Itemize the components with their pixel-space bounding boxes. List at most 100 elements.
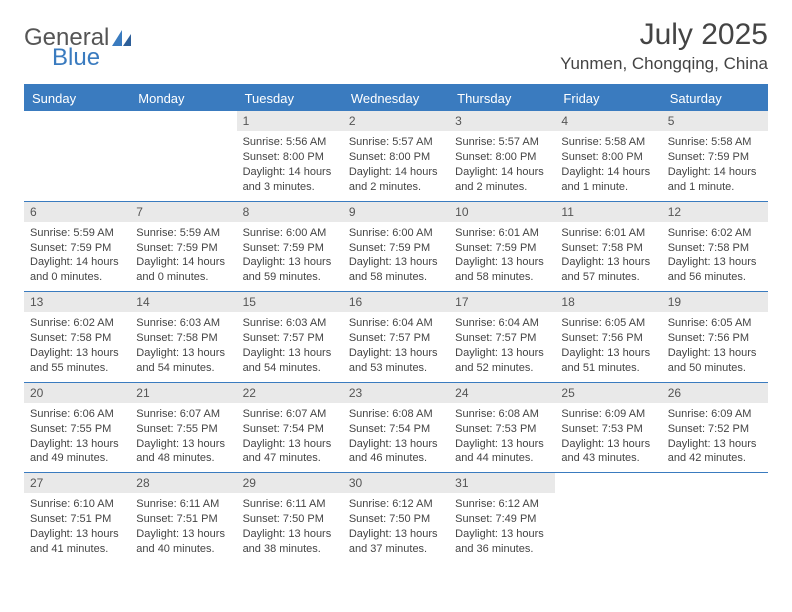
day-cell: 14Sunrise: 6:03 AMSunset: 7:58 PMDayligh… (130, 291, 236, 382)
sunrise-line: Sunrise: 6:04 AM (349, 316, 443, 331)
sunset-line: Sunset: 7:59 PM (243, 241, 337, 256)
day-number: 2 (343, 111, 449, 131)
title-block: July 2025 Yunmen, Chongqing, China (560, 18, 768, 74)
day-details: Sunrise: 6:11 AMSunset: 7:51 PMDaylight:… (130, 493, 236, 562)
sunset-line: Sunset: 7:55 PM (136, 422, 230, 437)
daylight-line: Daylight: 13 hours and 55 minutes. (30, 346, 124, 376)
sunrise-line: Sunrise: 6:02 AM (668, 226, 762, 241)
day-cell (662, 472, 768, 563)
day-cell: 22Sunrise: 6:07 AMSunset: 7:54 PMDayligh… (237, 382, 343, 473)
sunset-line: Sunset: 7:50 PM (349, 512, 443, 527)
sunset-line: Sunset: 7:58 PM (668, 241, 762, 256)
daylight-line: Daylight: 13 hours and 56 minutes. (668, 255, 762, 285)
day-details: Sunrise: 6:08 AMSunset: 7:54 PMDaylight:… (343, 403, 449, 472)
sunset-line: Sunset: 7:59 PM (349, 241, 443, 256)
sunrise-line: Sunrise: 6:05 AM (561, 316, 655, 331)
daylight-line: Daylight: 13 hours and 44 minutes. (455, 437, 549, 467)
sunrise-line: Sunrise: 6:07 AM (243, 407, 337, 422)
day-details: Sunrise: 6:05 AMSunset: 7:56 PMDaylight:… (555, 312, 661, 381)
day-details: Sunrise: 6:04 AMSunset: 7:57 PMDaylight:… (449, 312, 555, 381)
sunset-line: Sunset: 8:00 PM (561, 150, 655, 165)
sunset-line: Sunset: 7:49 PM (455, 512, 549, 527)
day-cell: 13Sunrise: 6:02 AMSunset: 7:58 PMDayligh… (24, 291, 130, 382)
sunset-line: Sunset: 7:53 PM (455, 422, 549, 437)
day-cell: 28Sunrise: 6:11 AMSunset: 7:51 PMDayligh… (130, 472, 236, 563)
day-details: Sunrise: 6:07 AMSunset: 7:55 PMDaylight:… (130, 403, 236, 472)
daylight-line: Daylight: 13 hours and 52 minutes. (455, 346, 549, 376)
day-details: Sunrise: 5:59 AMSunset: 7:59 PMDaylight:… (130, 222, 236, 291)
day-number: 17 (449, 292, 555, 312)
sunrise-line: Sunrise: 6:00 AM (349, 226, 443, 241)
day-number: 13 (24, 292, 130, 312)
daylight-line: Daylight: 13 hours and 36 minutes. (455, 527, 549, 557)
daylight-line: Daylight: 13 hours and 48 minutes. (136, 437, 230, 467)
sunset-line: Sunset: 7:57 PM (455, 331, 549, 346)
sunrise-line: Sunrise: 6:08 AM (455, 407, 549, 422)
day-number: 3 (449, 111, 555, 131)
daylight-line: Daylight: 13 hours and 54 minutes. (243, 346, 337, 376)
sunset-line: Sunset: 8:00 PM (349, 150, 443, 165)
day-details: Sunrise: 6:10 AMSunset: 7:51 PMDaylight:… (24, 493, 130, 562)
day-details: Sunrise: 5:58 AMSunset: 7:59 PMDaylight:… (662, 131, 768, 200)
day-number: 21 (130, 383, 236, 403)
sunset-line: Sunset: 7:58 PM (561, 241, 655, 256)
day-cell: 7Sunrise: 5:59 AMSunset: 7:59 PMDaylight… (130, 201, 236, 292)
day-cell: 26Sunrise: 6:09 AMSunset: 7:52 PMDayligh… (662, 382, 768, 473)
sunset-line: Sunset: 7:59 PM (668, 150, 762, 165)
day-cell (130, 111, 236, 201)
daylight-line: Daylight: 13 hours and 59 minutes. (243, 255, 337, 285)
day-cell: 24Sunrise: 6:08 AMSunset: 7:53 PMDayligh… (449, 382, 555, 473)
daylight-line: Daylight: 14 hours and 3 minutes. (243, 165, 337, 195)
sunset-line: Sunset: 7:51 PM (136, 512, 230, 527)
day-cell: 17Sunrise: 6:04 AMSunset: 7:57 PMDayligh… (449, 291, 555, 382)
sunrise-line: Sunrise: 6:11 AM (136, 497, 230, 512)
day-cell: 23Sunrise: 6:08 AMSunset: 7:54 PMDayligh… (343, 382, 449, 473)
sunrise-line: Sunrise: 5:59 AM (30, 226, 124, 241)
sunrise-line: Sunrise: 6:12 AM (349, 497, 443, 512)
day-details: Sunrise: 6:12 AMSunset: 7:49 PMDaylight:… (449, 493, 555, 562)
day-number: 30 (343, 473, 449, 493)
day-cell: 20Sunrise: 6:06 AMSunset: 7:55 PMDayligh… (24, 382, 130, 473)
logo-sail-icon (111, 29, 133, 47)
sunrise-line: Sunrise: 6:01 AM (561, 226, 655, 241)
day-details: Sunrise: 6:08 AMSunset: 7:53 PMDaylight:… (449, 403, 555, 472)
daylight-line: Daylight: 13 hours and 38 minutes. (243, 527, 337, 557)
sunset-line: Sunset: 8:00 PM (243, 150, 337, 165)
sunset-line: Sunset: 7:50 PM (243, 512, 337, 527)
day-details: Sunrise: 5:57 AMSunset: 8:00 PMDaylight:… (449, 131, 555, 200)
daylight-line: Daylight: 14 hours and 2 minutes. (349, 165, 443, 195)
day-cell: 11Sunrise: 6:01 AMSunset: 7:58 PMDayligh… (555, 201, 661, 292)
day-number: 10 (449, 202, 555, 222)
day-cell: 1Sunrise: 5:56 AMSunset: 8:00 PMDaylight… (237, 111, 343, 201)
day-details: Sunrise: 6:00 AMSunset: 7:59 PMDaylight:… (343, 222, 449, 291)
dayhead-fri: Friday (555, 86, 661, 111)
day-details: Sunrise: 5:58 AMSunset: 8:00 PMDaylight:… (555, 131, 661, 200)
day-details: Sunrise: 6:00 AMSunset: 7:59 PMDaylight:… (237, 222, 343, 291)
day-number: 1 (237, 111, 343, 131)
daylight-line: Daylight: 14 hours and 1 minute. (561, 165, 655, 195)
sunrise-line: Sunrise: 6:03 AM (243, 316, 337, 331)
day-number: 24 (449, 383, 555, 403)
day-number: 7 (130, 202, 236, 222)
daylight-line: Daylight: 13 hours and 53 minutes. (349, 346, 443, 376)
day-details: Sunrise: 6:03 AMSunset: 7:58 PMDaylight:… (130, 312, 236, 381)
day-details: Sunrise: 5:57 AMSunset: 8:00 PMDaylight:… (343, 131, 449, 200)
day-cell: 2Sunrise: 5:57 AMSunset: 8:00 PMDaylight… (343, 111, 449, 201)
day-cell: 21Sunrise: 6:07 AMSunset: 7:55 PMDayligh… (130, 382, 236, 473)
daylight-line: Daylight: 13 hours and 42 minutes. (668, 437, 762, 467)
daylight-line: Daylight: 13 hours and 58 minutes. (349, 255, 443, 285)
sunset-line: Sunset: 7:54 PM (349, 422, 443, 437)
sunrise-line: Sunrise: 6:03 AM (136, 316, 230, 331)
sunrise-line: Sunrise: 5:57 AM (349, 135, 443, 150)
day-cell: 8Sunrise: 6:00 AMSunset: 7:59 PMDaylight… (237, 201, 343, 292)
day-details: Sunrise: 6:11 AMSunset: 7:50 PMDaylight:… (237, 493, 343, 562)
daylight-line: Daylight: 13 hours and 37 minutes. (349, 527, 443, 557)
sunrise-line: Sunrise: 6:11 AM (243, 497, 337, 512)
day-number: 28 (130, 473, 236, 493)
day-details: Sunrise: 6:07 AMSunset: 7:54 PMDaylight:… (237, 403, 343, 472)
day-number: 12 (662, 202, 768, 222)
header: General July 2025 Yunmen, Chongqing, Chi… (24, 18, 768, 74)
daylight-line: Daylight: 14 hours and 0 minutes. (30, 255, 124, 285)
day-details: Sunrise: 6:02 AMSunset: 7:58 PMDaylight:… (24, 312, 130, 381)
day-number: 4 (555, 111, 661, 131)
